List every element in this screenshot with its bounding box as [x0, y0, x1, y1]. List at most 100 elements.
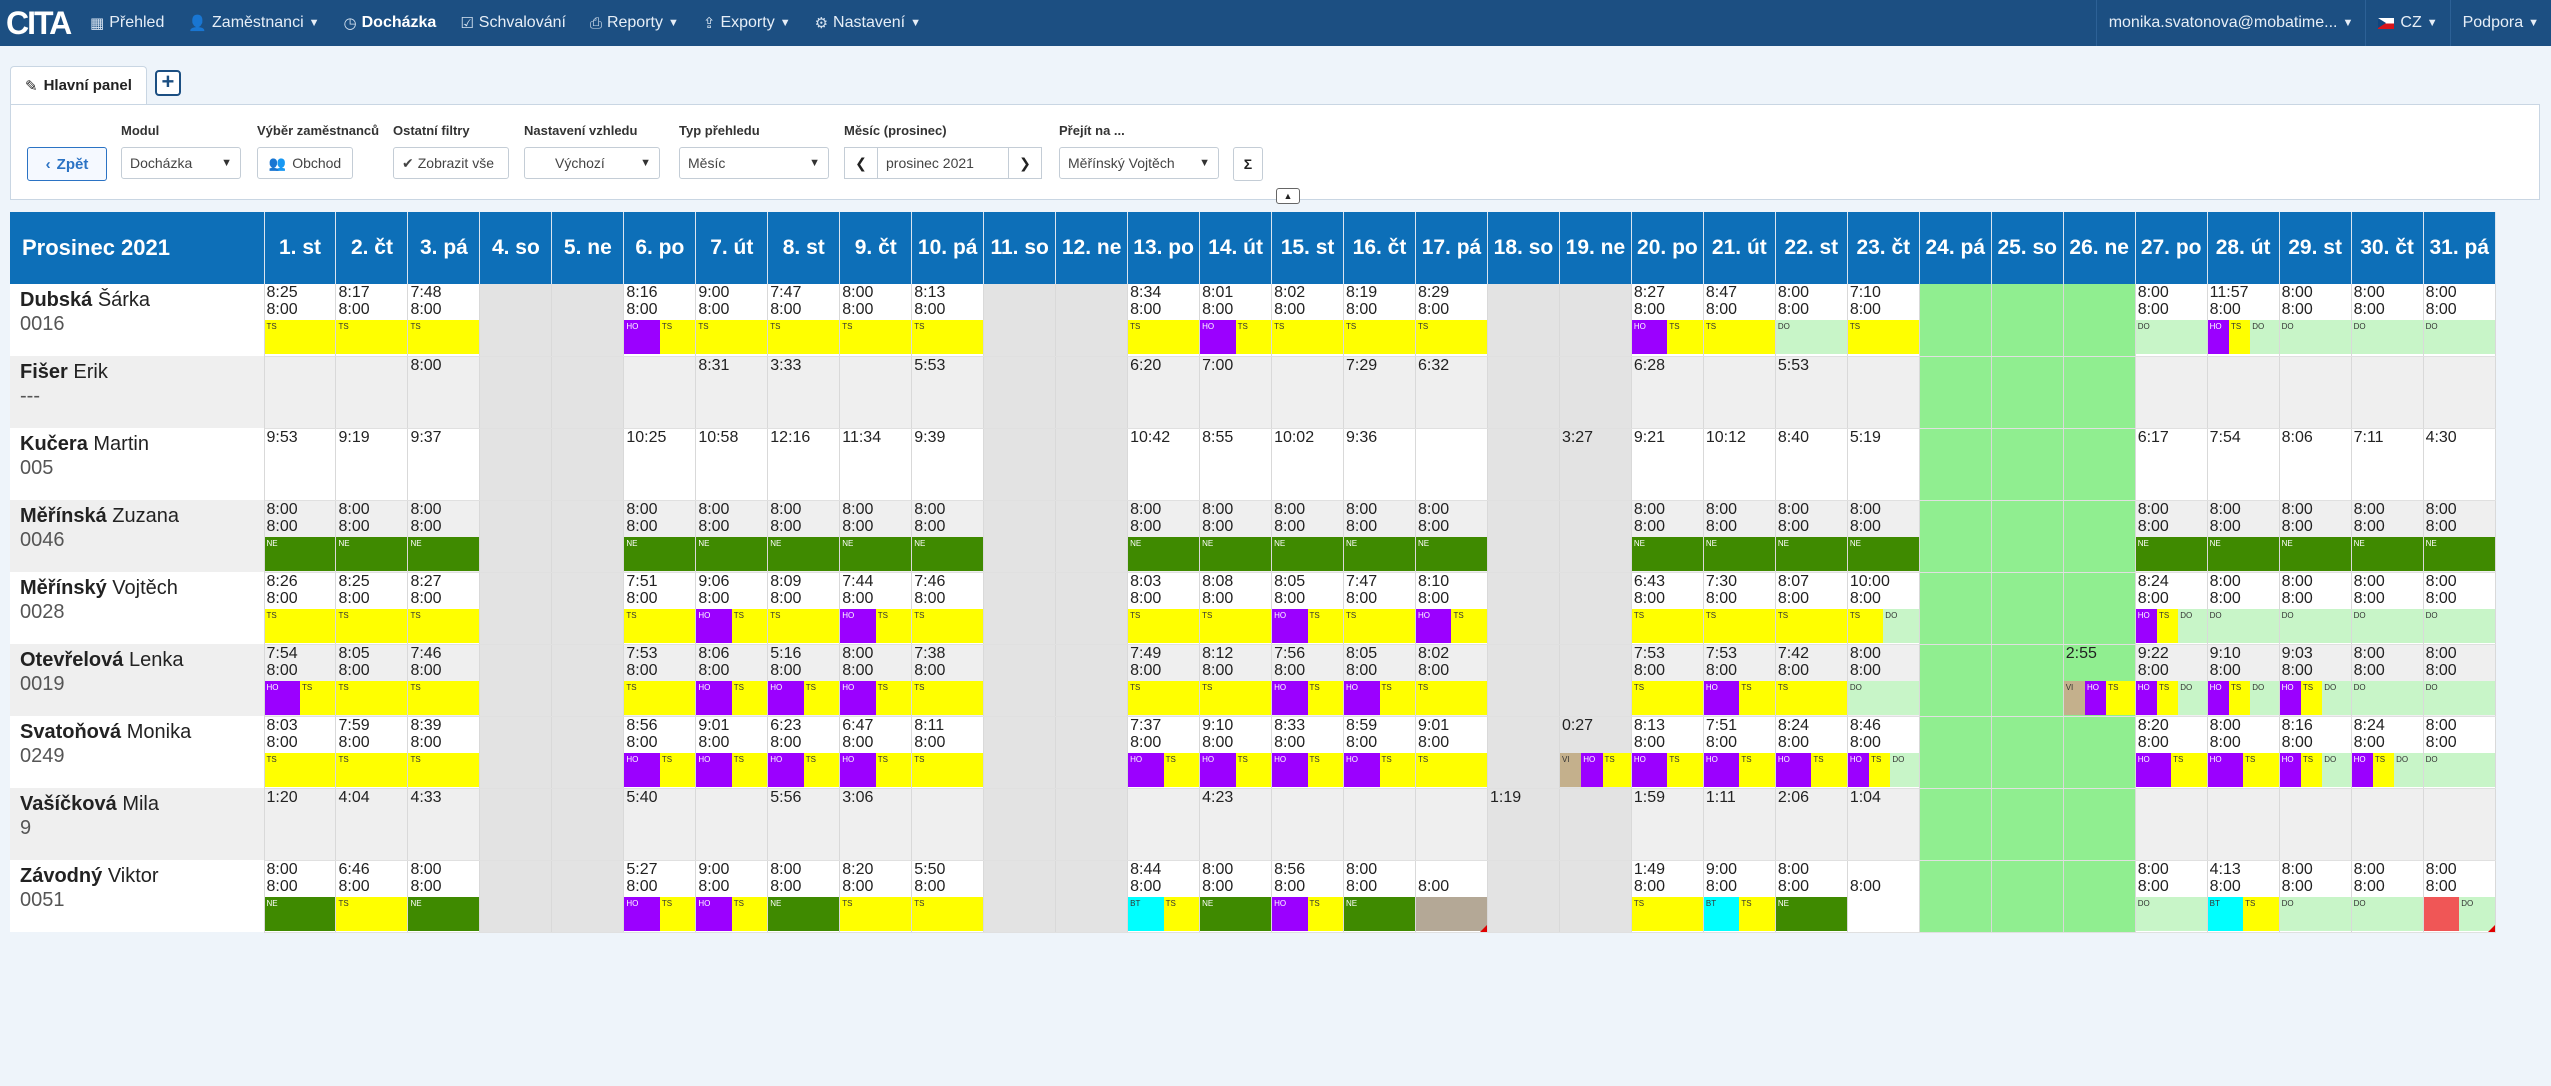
day-cell[interactable]: 8:00 8:00 DO: [2135, 284, 2208, 357]
day-cell[interactable]: 8:55: [1199, 428, 1273, 501]
day-cell[interactable]: 7:56 8:00 HO TS: [1271, 644, 1345, 717]
day-cell[interactable]: [983, 788, 1057, 861]
day-cell[interactable]: 6:23 8:00 HO TS: [767, 716, 841, 789]
day-cell[interactable]: [479, 356, 553, 429]
day-cell[interactable]: 7:59 8:00 TS: [335, 716, 409, 789]
day-cell[interactable]: 8:00 8:00 NE: [1343, 860, 1416, 933]
day-cell[interactable]: 8:00: [1847, 860, 1920, 933]
day-cell[interactable]: [479, 500, 553, 573]
day-cell[interactable]: [1343, 788, 1416, 861]
day-cell[interactable]: 8:00 8:00 NE: [2423, 500, 2497, 573]
day-cell[interactable]: 8:00 8:00 NE: [335, 500, 409, 573]
day-cell[interactable]: 5:40: [623, 788, 697, 861]
day-cell[interactable]: [1991, 356, 2064, 429]
day-cell[interactable]: [2279, 788, 2352, 861]
day-cell[interactable]: [2207, 356, 2280, 429]
day-cell[interactable]: 6:46 8:00 TS: [335, 860, 409, 933]
day-cell[interactable]: 10:00 8:00 TS DO: [1847, 572, 1920, 645]
day-cell[interactable]: 8:00 8:00 DO: [2423, 860, 2497, 933]
day-cell[interactable]: 9:01 8:00 HO TS: [695, 716, 769, 789]
day-cell[interactable]: 8:00 8:00 DO: [2423, 644, 2497, 717]
day-cell[interactable]: 8:00 8:00 DO: [2207, 572, 2280, 645]
day-cell[interactable]: 2:55 VI HO TS: [2063, 644, 2136, 717]
day-header[interactable]: 12. ne: [1055, 212, 1129, 284]
day-cell[interactable]: [2063, 572, 2136, 645]
day-cell[interactable]: [551, 500, 625, 573]
day-cell[interactable]: 9:10 8:00 HO TS DO: [2207, 644, 2280, 717]
day-cell[interactable]: 4:23: [1199, 788, 1273, 861]
day-cell[interactable]: 8:56 8:00 HO TS: [623, 716, 697, 789]
day-header[interactable]: 31. pá: [2423, 212, 2497, 284]
day-cell[interactable]: 8:12 8:00 TS: [1199, 644, 1273, 717]
day-cell[interactable]: 5:53: [911, 356, 985, 429]
day-cell[interactable]: [1991, 284, 2064, 357]
day-header[interactable]: 29. st: [2279, 212, 2352, 284]
day-cell[interactable]: 12:16: [767, 428, 841, 501]
collapse-toolbar-button[interactable]: ▲: [1276, 188, 1300, 204]
app-logo[interactable]: CITA: [0, 0, 78, 46]
day-cell[interactable]: 8:05 8:00 HO TS: [1343, 644, 1416, 717]
day-cell[interactable]: [1919, 788, 1992, 861]
day-cell[interactable]: [551, 644, 625, 717]
day-cell[interactable]: 8:11 8:00 TS: [911, 716, 985, 789]
day-cell[interactable]: 8:00 8:00 NE: [2351, 500, 2424, 573]
day-cell[interactable]: [551, 284, 625, 357]
day-cell[interactable]: 8:13 8:00 TS: [911, 284, 985, 357]
nav-item-0[interactable]: ▦ Přehled: [78, 0, 176, 46]
day-cell[interactable]: 8:05 8:00 TS: [335, 644, 409, 717]
day-cell[interactable]: 8:09 8:00 TS: [767, 572, 841, 645]
day-cell[interactable]: [479, 572, 553, 645]
show-all-button[interactable]: ✔ Zobrazit vše: [393, 147, 509, 179]
employee-cell[interactable]: Závodný Viktor 0051: [10, 860, 265, 932]
day-header[interactable]: 1. st: [264, 212, 337, 284]
nav-item-4[interactable]: ⎙ Reporty ▼: [578, 0, 691, 46]
day-cell[interactable]: 11:34: [839, 428, 913, 501]
day-cell[interactable]: [1487, 500, 1560, 573]
day-cell[interactable]: 6:28: [1631, 356, 1704, 429]
day-cell[interactable]: [2063, 428, 2136, 501]
day-cell[interactable]: 8:00 8:00 DO: [1847, 644, 1920, 717]
day-cell[interactable]: [551, 356, 625, 429]
modul-select[interactable]: Docházka ▼: [121, 147, 241, 179]
month-value[interactable]: prosinec 2021: [878, 147, 1008, 179]
day-cell[interactable]: 8:00 8:00 NE: [1199, 860, 1273, 933]
day-cell[interactable]: 7:46 8:00 TS: [407, 644, 481, 717]
day-cell[interactable]: [2063, 500, 2136, 573]
day-cell[interactable]: [1919, 356, 1992, 429]
day-cell[interactable]: 3:06: [839, 788, 913, 861]
tab-main-panel[interactable]: ✎ Hlavní panel: [10, 66, 147, 104]
day-cell[interactable]: 8:06 8:00 HO TS: [695, 644, 769, 717]
day-cell[interactable]: 8:00: [407, 356, 481, 429]
day-cell[interactable]: [2351, 356, 2424, 429]
day-cell[interactable]: 9:39: [911, 428, 985, 501]
day-cell[interactable]: 7:49 8:00 TS: [1127, 644, 1201, 717]
day-cell[interactable]: 6:43 8:00 TS: [1631, 572, 1704, 645]
day-cell[interactable]: [1847, 356, 1920, 429]
day-cell[interactable]: [983, 428, 1057, 501]
day-header[interactable]: 25. so: [1991, 212, 2064, 284]
day-cell[interactable]: [479, 644, 553, 717]
day-cell[interactable]: [983, 356, 1057, 429]
day-cell[interactable]: 7:10 8:00 TS: [1847, 284, 1920, 357]
day-cell[interactable]: [1271, 788, 1345, 861]
day-cell[interactable]: 9:22 8:00 HO TS DO: [2135, 644, 2208, 717]
day-cell[interactable]: [1991, 788, 2064, 861]
day-cell[interactable]: 9:00 8:00 TS: [695, 284, 769, 357]
day-cell[interactable]: [1055, 860, 1129, 933]
next-month-button[interactable]: ❯: [1008, 147, 1042, 179]
day-cell[interactable]: [479, 428, 553, 501]
day-cell[interactable]: [1487, 356, 1560, 429]
day-cell[interactable]: 5:53: [1775, 356, 1848, 429]
day-cell[interactable]: 8:10 8:00 HO TS: [1415, 572, 1488, 645]
day-cell[interactable]: [983, 572, 1057, 645]
employee-cell[interactable]: Měřínský Vojtěch 0028: [10, 572, 265, 644]
day-cell[interactable]: 7:53 8:00 TS: [1631, 644, 1704, 717]
day-cell[interactable]: 8:00 8:00 NE: [1631, 500, 1704, 573]
day-cell[interactable]: 8:05 8:00 HO TS: [1271, 572, 1345, 645]
day-cell[interactable]: [1991, 716, 2064, 789]
day-cell[interactable]: 8:00 8:00 NE: [2207, 500, 2280, 573]
day-cell[interactable]: 8:00 8:00 NE: [911, 500, 985, 573]
day-cell[interactable]: 4:33: [407, 788, 481, 861]
day-cell[interactable]: [1559, 644, 1632, 717]
day-cell[interactable]: 8:56 8:00 HO TS: [1271, 860, 1345, 933]
